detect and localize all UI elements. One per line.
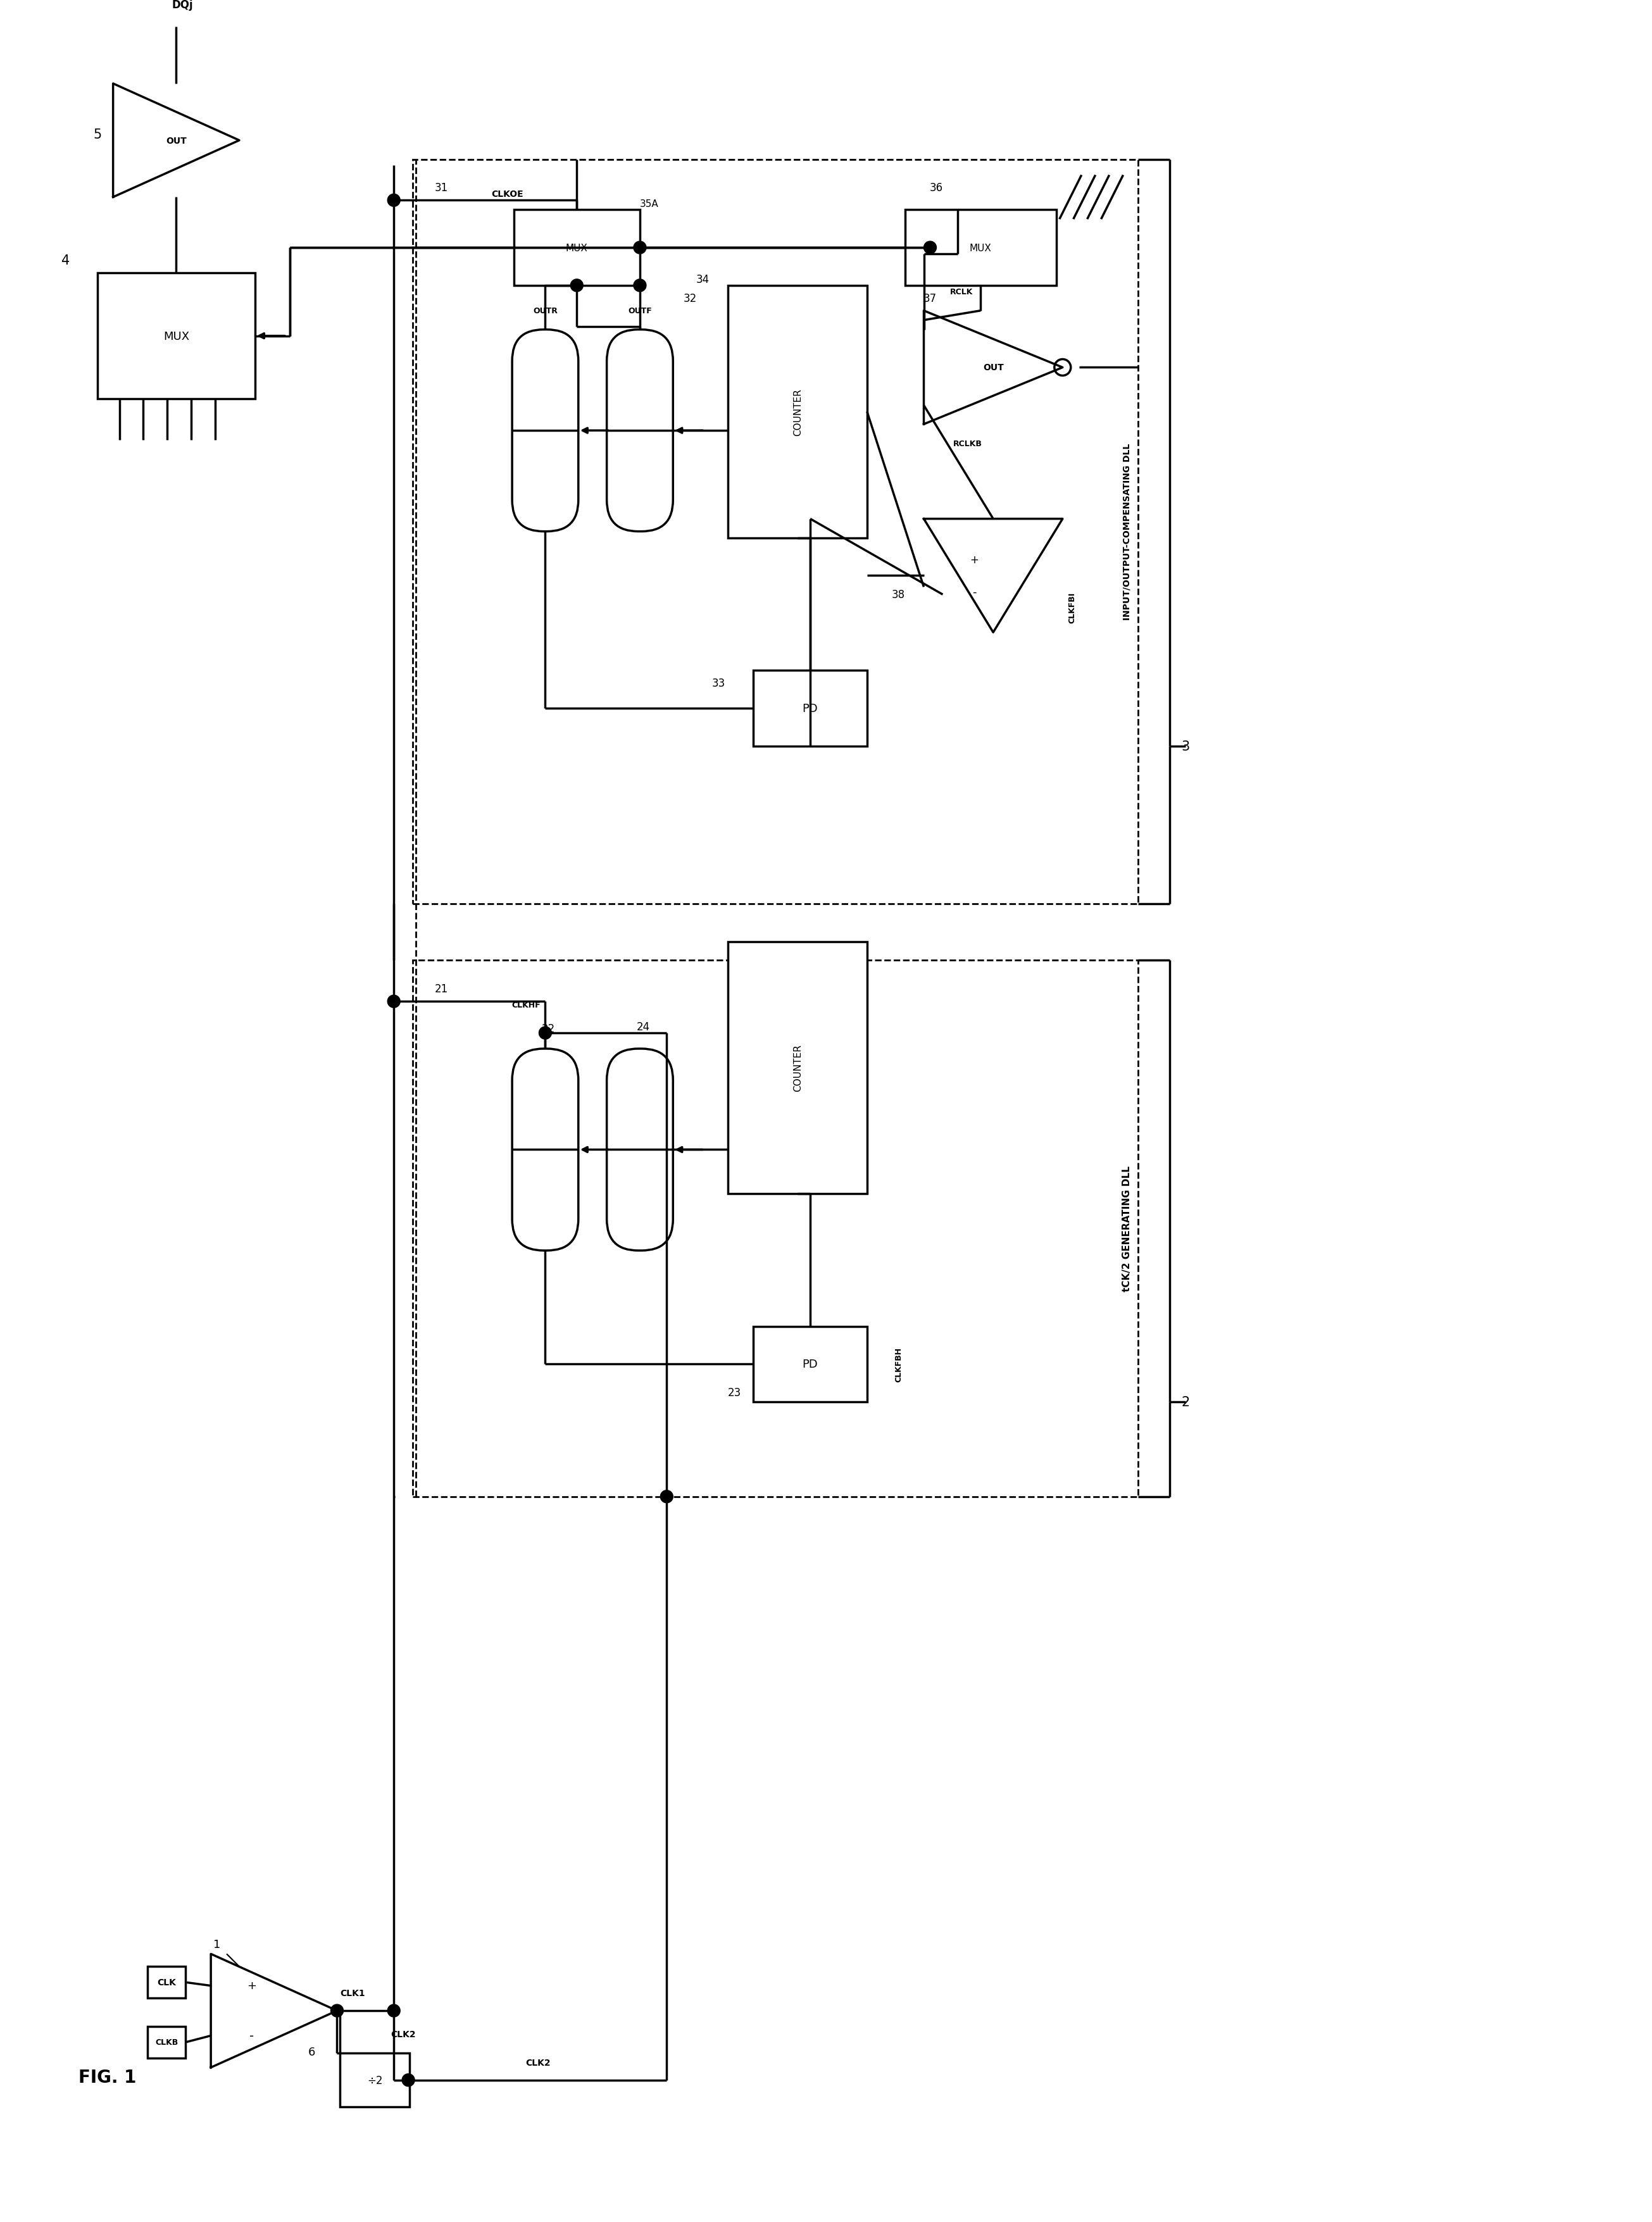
Text: 24: 24 <box>636 1022 649 1033</box>
Circle shape <box>388 995 400 1009</box>
Bar <box>753 671 867 747</box>
Text: PD: PD <box>803 1358 818 1371</box>
Text: 31: 31 <box>434 182 448 193</box>
Bar <box>340 2053 410 2106</box>
Text: OUTR: OUTR <box>534 307 557 316</box>
Text: 6: 6 <box>309 2046 316 2058</box>
Text: PD: PD <box>803 702 818 713</box>
Circle shape <box>539 1027 552 1040</box>
Circle shape <box>330 2004 344 2018</box>
Text: DQj: DQj <box>172 0 193 11</box>
Text: OUT: OUT <box>165 136 187 144</box>
Text: 38: 38 <box>892 589 905 600</box>
Circle shape <box>634 280 646 293</box>
Text: 34: 34 <box>695 273 710 284</box>
Text: 22: 22 <box>542 1022 555 1035</box>
Circle shape <box>923 242 937 253</box>
Text: 32: 32 <box>684 293 697 304</box>
Text: COUNTER: COUNTER <box>793 1044 803 1091</box>
Bar <box>753 1327 867 1402</box>
Text: OUT: OUT <box>983 364 1003 373</box>
Text: FIG. 1: FIG. 1 <box>78 2069 135 2086</box>
Text: RCLKB: RCLKB <box>953 440 983 447</box>
Bar <box>729 287 867 538</box>
Text: CLKFBH: CLKFBH <box>894 1347 902 1382</box>
Bar <box>413 160 1138 904</box>
Text: CLK2: CLK2 <box>392 2031 416 2040</box>
Text: 23: 23 <box>729 1387 742 1398</box>
Text: CLK2: CLK2 <box>525 2058 550 2066</box>
Circle shape <box>661 1491 672 1502</box>
Text: ÷2: ÷2 <box>367 2075 383 2086</box>
Circle shape <box>570 280 583 293</box>
Bar <box>147 2026 185 2058</box>
FancyBboxPatch shape <box>606 1049 672 1251</box>
Text: 2: 2 <box>1181 1395 1189 1409</box>
Text: tCK/2 GENERATING DLL: tCK/2 GENERATING DLL <box>1122 1167 1132 1291</box>
Bar <box>97 273 254 400</box>
Text: 3: 3 <box>1181 740 1189 753</box>
Text: +: + <box>970 556 978 567</box>
Bar <box>905 211 1056 287</box>
Bar <box>514 211 639 287</box>
Text: 1: 1 <box>213 1940 221 1951</box>
Text: MUX: MUX <box>970 244 991 253</box>
FancyBboxPatch shape <box>512 331 578 531</box>
FancyBboxPatch shape <box>512 1049 578 1251</box>
Text: 37: 37 <box>923 293 937 304</box>
Text: 5: 5 <box>93 129 101 140</box>
Text: CLKFBI: CLKFBI <box>1067 591 1075 622</box>
Bar <box>147 1966 185 1998</box>
Circle shape <box>388 2004 400 2018</box>
Text: -: - <box>973 587 976 598</box>
Text: CLKHF: CLKHF <box>512 1000 540 1009</box>
Text: MUX: MUX <box>164 331 190 342</box>
FancyBboxPatch shape <box>606 331 672 531</box>
Text: CLKB: CLKB <box>155 2038 178 2046</box>
Text: -: - <box>249 2031 254 2042</box>
Circle shape <box>388 196 400 207</box>
Text: CLK1: CLK1 <box>340 1989 365 1998</box>
Text: COUNTER: COUNTER <box>793 389 803 436</box>
Circle shape <box>634 242 646 253</box>
Text: 4: 4 <box>61 253 69 267</box>
Circle shape <box>401 2073 415 2086</box>
Text: +: + <box>248 1980 256 1991</box>
Bar <box>729 942 867 1193</box>
Text: OUTF: OUTF <box>628 307 653 316</box>
Text: RCLK: RCLK <box>950 289 973 296</box>
Text: 36: 36 <box>930 182 943 193</box>
Text: 35A: 35A <box>639 200 659 209</box>
Text: INPUT/OUTPUT-COMPENSATING DLL: INPUT/OUTPUT-COMPENSATING DLL <box>1122 444 1132 620</box>
Text: MUX: MUX <box>565 244 588 253</box>
Bar <box>413 960 1138 1498</box>
Text: CLKOE: CLKOE <box>491 191 524 200</box>
Text: 21: 21 <box>434 984 448 995</box>
Text: 33: 33 <box>712 678 725 689</box>
Text: CLK: CLK <box>157 1978 177 1986</box>
